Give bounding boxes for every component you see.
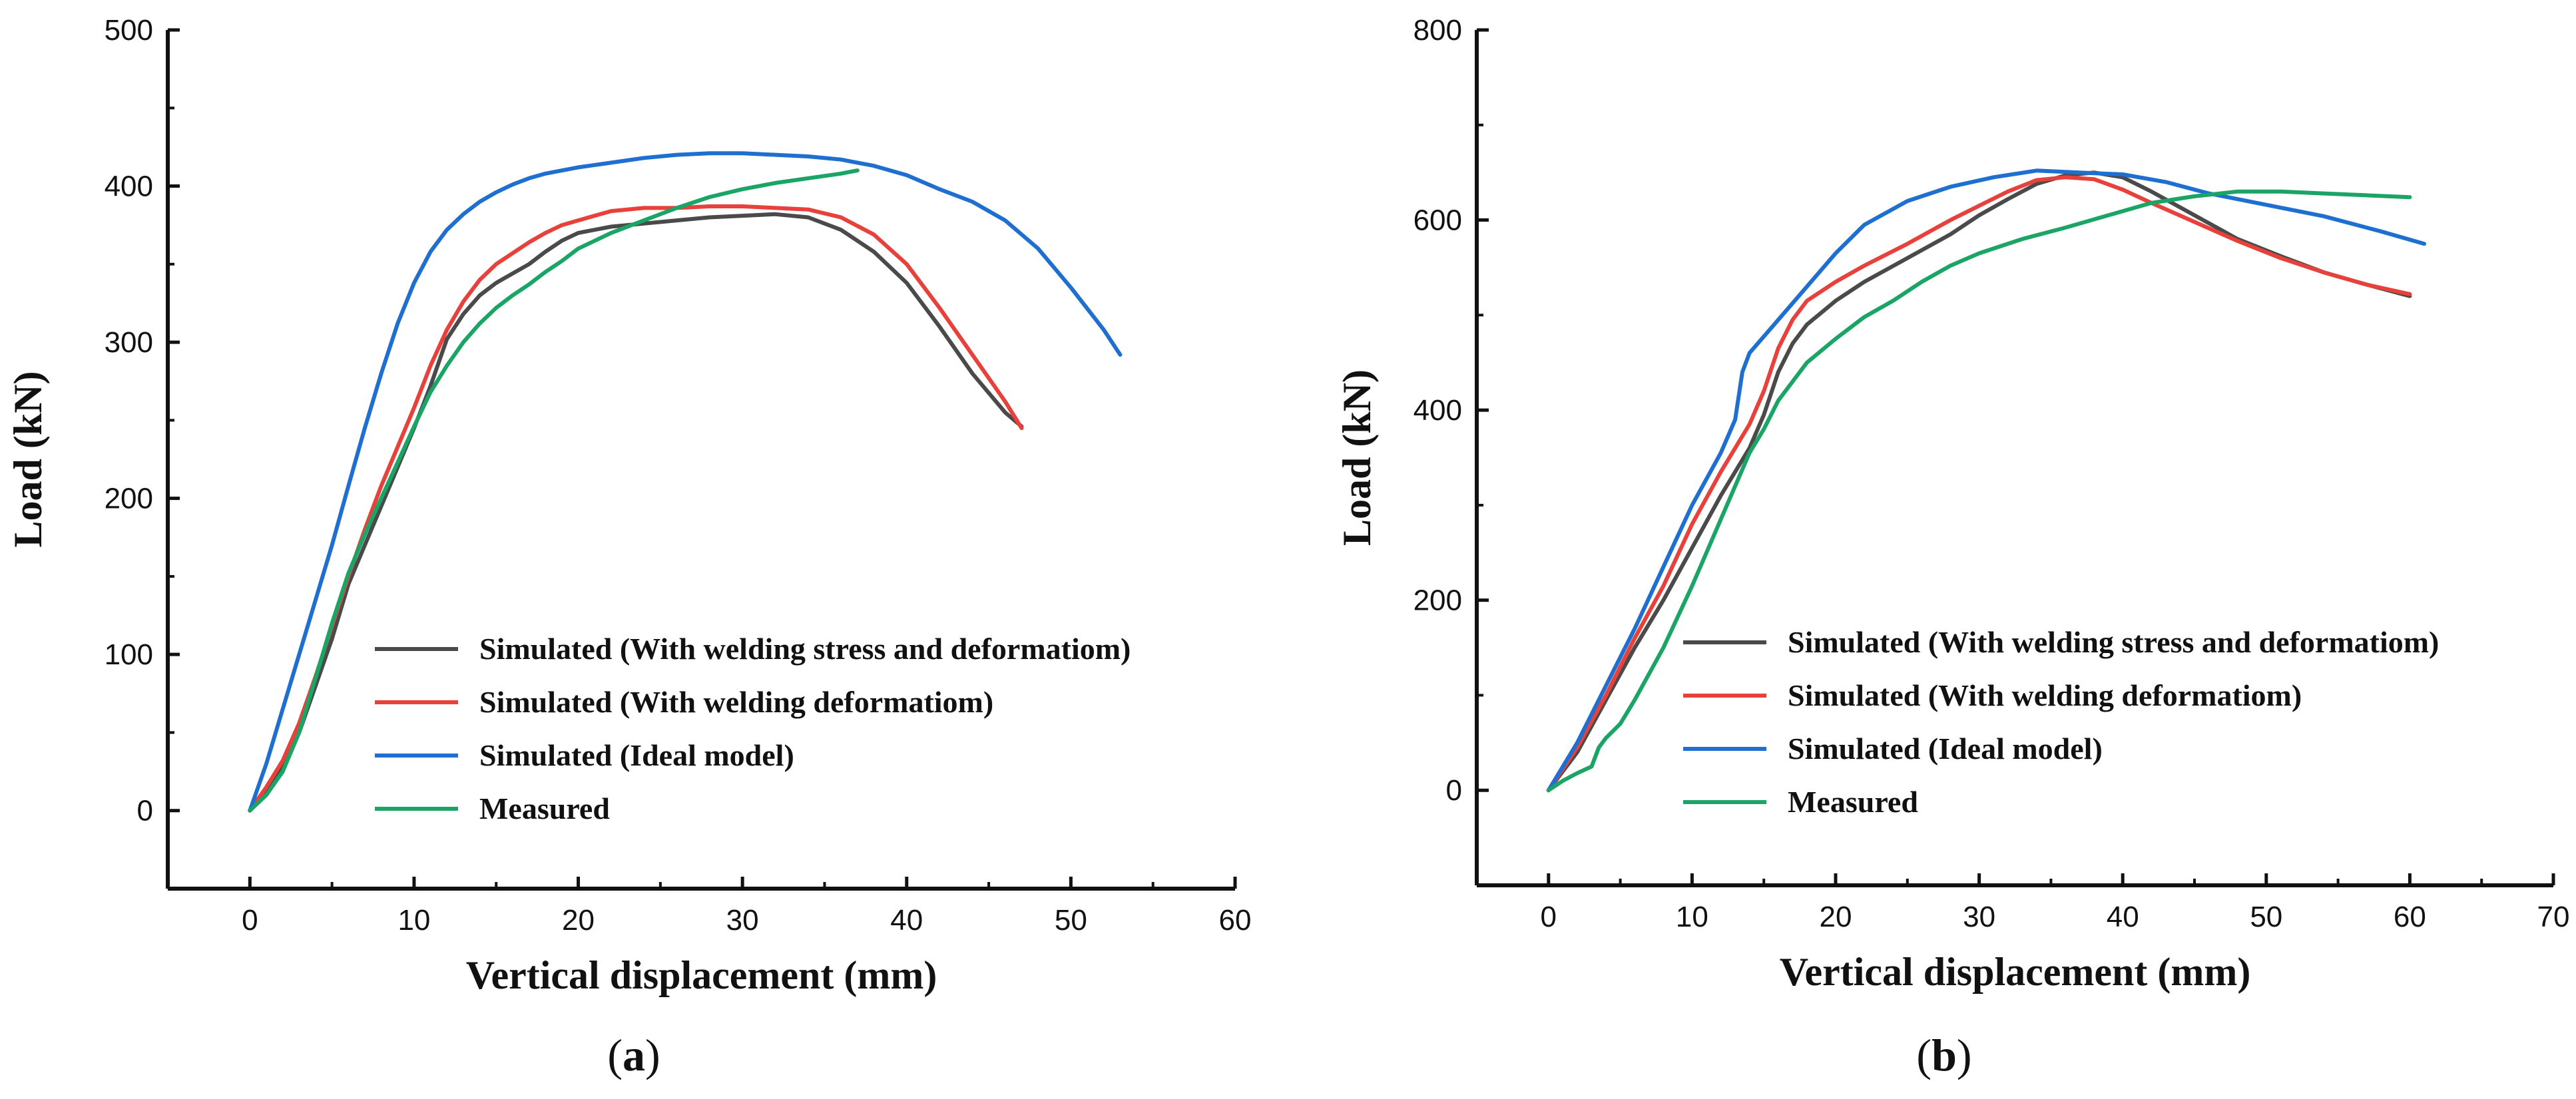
chart0-y-tick-label: 400 [105,170,153,203]
chart0-y-tick-label: 300 [105,326,153,359]
chart0-x-tick-label: 10 [397,904,430,937]
chart1-x-tick-label: 40 [2107,901,2139,933]
chart0-y-tick-label: 500 [105,14,153,47]
chart1-series-line-3 [1546,189,2412,793]
chart1-x-tick-label: 0 [1541,901,1557,933]
panel-a-chart: 0 100 200 300 400 500 0 10 20 30 40 50 60 Vertical di… [6,14,1251,1080]
chart0-y-tick-label: 200 [105,483,153,515]
chart1-y-tick-label: 600 [1414,204,1462,237]
chart1-x-tick-label: 60 [2394,901,2426,933]
chart0-legend-label-1: Simulated (With welding deformatiom) [479,685,993,719]
chart1-legend-label-2: Simulated (Ideal model) [1788,732,2103,766]
chart0-series-line-3 [248,168,860,813]
chart0-series-line-2 [248,151,1123,813]
chart1-legend-label-3: Measured [1788,785,1918,819]
chart1-series-line-0 [1546,170,2412,793]
chart1-y-tick-label: 800 [1414,14,1462,47]
chart1-series-line-2 [1546,168,2426,793]
chart0-y-axis-title: Load (kN) [6,371,50,547]
chart1-y-tick-label: 200 [1414,584,1462,617]
chart1-x-axis-title: Vertical displacement (mm) [1780,950,2251,994]
chart0-legend-label-2: Simulated (Ideal model) [479,738,794,772]
chart0-series-line-1 [248,204,1024,813]
chart1-panel-label: (b) [1916,1030,1971,1080]
chart0-legend-label-3: Measured [479,791,610,825]
chart1-legend-label-1: Simulated (With welding deformatiom) [1788,678,2302,712]
chart0-x-axis-title: Vertical displacement (mm) [466,953,937,997]
chart1-y-tick-label: 400 [1414,394,1462,427]
chart1-x-tick-label: 70 [2537,901,2570,933]
chart1-x-tick-label: 30 [1963,901,1995,933]
chart0-x-tick-label: 30 [726,904,759,937]
chart1-series-line-1 [1546,175,2412,793]
chart1-y-axis-title: Load (kN) [1335,369,1379,546]
chart1-x-tick-label: 10 [1676,901,1708,933]
chart0-x-tick-label: 60 [1219,904,1252,937]
chart0-y-tick-label: 0 [137,795,153,827]
chart0-x-tick-label: 40 [890,904,923,937]
panel-b-chart: 0 200 400 600 800 0 10 20 30 40 50 60 70 Vertical dis… [1335,14,2569,1080]
chart1-y-tick-label: 0 [1446,774,1462,807]
chart0-x-tick-label: 20 [562,904,595,937]
chart0-panel-label: (a) [607,1030,660,1080]
chart1-x-tick-label: 20 [1820,901,1852,933]
chart0-x-tick-label: 50 [1055,904,1087,937]
chart0-series-line-0 [248,212,1024,813]
chart0-x-tick-label: 0 [242,904,258,937]
chart0-legend-label-0: Simulated (With welding stress and defor… [479,632,1131,666]
chart1-x-tick-label: 50 [2250,901,2282,933]
chart0-y-tick-label: 100 [105,638,153,671]
chart1-legend-label-0: Simulated (With welding stress and defor… [1788,625,2439,659]
